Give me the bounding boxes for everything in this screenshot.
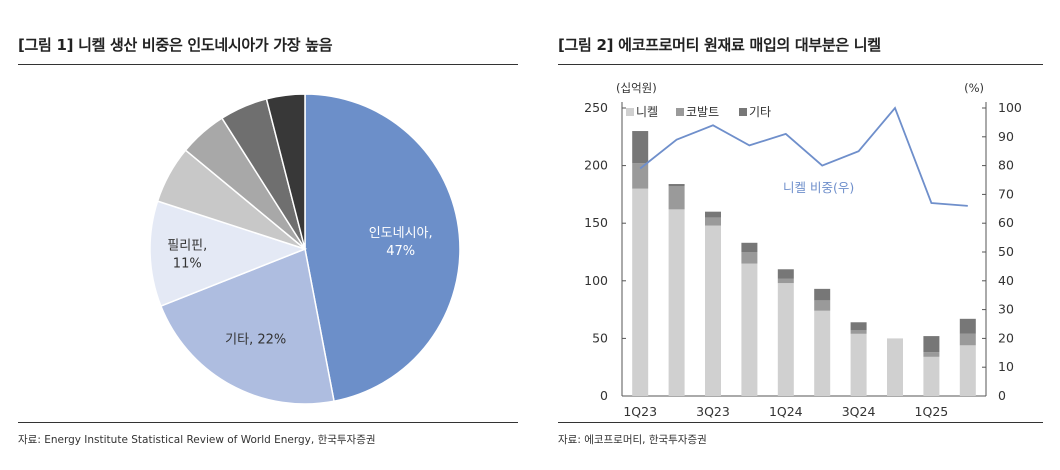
bar-코발트-1Q23 — [632, 163, 649, 189]
x-tick-label: 1Q23 — [623, 404, 657, 419]
right-tick-label: 100 — [998, 100, 1022, 115]
bar-니켈-4Q24 — [887, 338, 903, 396]
pie-slice-기타 — [159, 247, 335, 405]
x-tick-label: 1Q25 — [915, 404, 949, 419]
bar-니켈-1Q24 — [777, 283, 794, 396]
right-figure-title: [그림 2] 에코프로머티 원재료 매입의 대부분은 니켈 — [558, 36, 881, 54]
bar-니켈-1Q23 — [632, 188, 649, 396]
pie-slice-필리핀 — [149, 200, 308, 308]
pie-pct-label-인도네시아: 47% — [386, 244, 415, 259]
bar-기타-3Q23 — [705, 211, 721, 218]
bar-기타-2Q25 — [959, 318, 976, 334]
pie-slice-slice-7 — [265, 93, 306, 250]
right-tick-label: 20 — [998, 330, 1014, 345]
right-tick-label: 70 — [998, 186, 1014, 201]
legend-swatch-코발트 — [676, 108, 684, 116]
pie-chart: 인도네시아, 47% 기타, 22% 필리핀, 11% — [149, 93, 461, 405]
bar-기타-1Q23 — [632, 131, 649, 164]
left-tick-label: 0 — [600, 388, 608, 403]
pie-pct-label-필리핀: 11% — [173, 257, 202, 272]
bar-기타-3Q24 — [850, 322, 867, 331]
left-axis-unit: (십억원) — [616, 81, 657, 95]
left-source-rule — [18, 422, 518, 423]
right-figure-panel: [그림 2] 에코프로머티 원재료 매입의 대부분은 니켈 (십억원) (%) 0 5… — [558, 0, 1043, 470]
bar-코발트-2Q23 — [668, 186, 685, 210]
bar-line-chart: (십억원) (%) 0 50 100 150 200 250 0 10 20 30 40 50 60 70 80… — [584, 81, 1022, 419]
bar-코발트-1Q25 — [923, 352, 940, 357]
right-source-rule — [558, 422, 1043, 423]
right-tick-label: 0 — [998, 388, 1006, 403]
legend-label-코발트: 코발트 — [686, 105, 719, 119]
bar-기타-1Q25 — [923, 336, 940, 353]
line-series-label: 니켈 비중(우) — [783, 180, 854, 195]
bar-기타-2Q24 — [814, 288, 831, 301]
bar-니켈-2Q23 — [668, 209, 685, 396]
left-tick-label: 100 — [584, 273, 608, 288]
x-tick-label: 3Q23 — [696, 404, 730, 419]
pie-slice-인도네시아 — [304, 93, 461, 403]
right-tick-label: 60 — [998, 215, 1014, 230]
bar-기타-4Q23 — [741, 242, 758, 252]
legend-label-기타: 기타 — [749, 105, 771, 119]
right-source-note: 자료: 에코프로머티, 한국투자증권 — [558, 434, 707, 446]
bar-니켈-1Q25 — [923, 356, 940, 396]
bar-니켈-3Q24 — [850, 333, 867, 396]
legend-swatch-니켈 — [626, 108, 634, 116]
x-tick-label: 1Q24 — [769, 404, 803, 419]
left-source-note: 자료: Energy Institute Statistical Review … — [18, 434, 376, 446]
right-tick-label: 40 — [998, 273, 1014, 288]
legend-label-니켈: 니켈 — [636, 105, 658, 119]
right-tick-label: 80 — [998, 158, 1014, 173]
left-title-rule — [18, 64, 518, 65]
bar-코발트-4Q23 — [741, 252, 758, 264]
bar-기타-2Q23 — [668, 184, 685, 187]
bar-니켈-2Q24 — [814, 310, 831, 396]
legend-swatch-기타 — [739, 108, 747, 116]
right-axis-unit: (%) — [964, 81, 984, 95]
bar-니켈-4Q23 — [741, 263, 758, 396]
bar-코발트-2Q24 — [814, 300, 831, 311]
left-tick-label: 200 — [584, 158, 608, 173]
pie-label-인도네시아: 인도네시아, — [369, 226, 433, 241]
bar-코발트-2Q25 — [959, 333, 976, 346]
line-nickel-share — [639, 106, 968, 207]
bar-니켈-2Q25 — [959, 345, 976, 396]
right-tick-label: 30 — [998, 302, 1014, 317]
left-tick-label: 250 — [584, 100, 608, 115]
right-title-rule — [558, 64, 1043, 65]
bar-코발트-3Q23 — [705, 217, 721, 226]
right-tick-label: 10 — [998, 359, 1014, 374]
left-figure-title: [그림 1] 니켈 생산 비중은 인도네시아가 가장 높음 — [18, 36, 333, 54]
bar-니켈-3Q23 — [705, 225, 721, 396]
bar-코발트-1Q24 — [777, 278, 794, 284]
bar-코발트-3Q24 — [850, 330, 867, 334]
bar-기타-1Q24 — [777, 269, 794, 279]
left-tick-label: 150 — [584, 215, 608, 230]
right-tick-label: 90 — [998, 129, 1014, 144]
right-tick-label: 50 — [998, 244, 1014, 259]
pie-label-기타: 기타, 22% — [225, 333, 286, 348]
x-tick-label: 3Q24 — [842, 404, 876, 419]
pie-label-필리핀: 필리핀, — [167, 239, 207, 254]
left-figure-panel: [그림 1] 니켈 생산 비중은 인도네시아가 가장 높음 인도네시아, 47% 기… — [18, 0, 518, 470]
left-tick-label: 50 — [592, 330, 608, 345]
